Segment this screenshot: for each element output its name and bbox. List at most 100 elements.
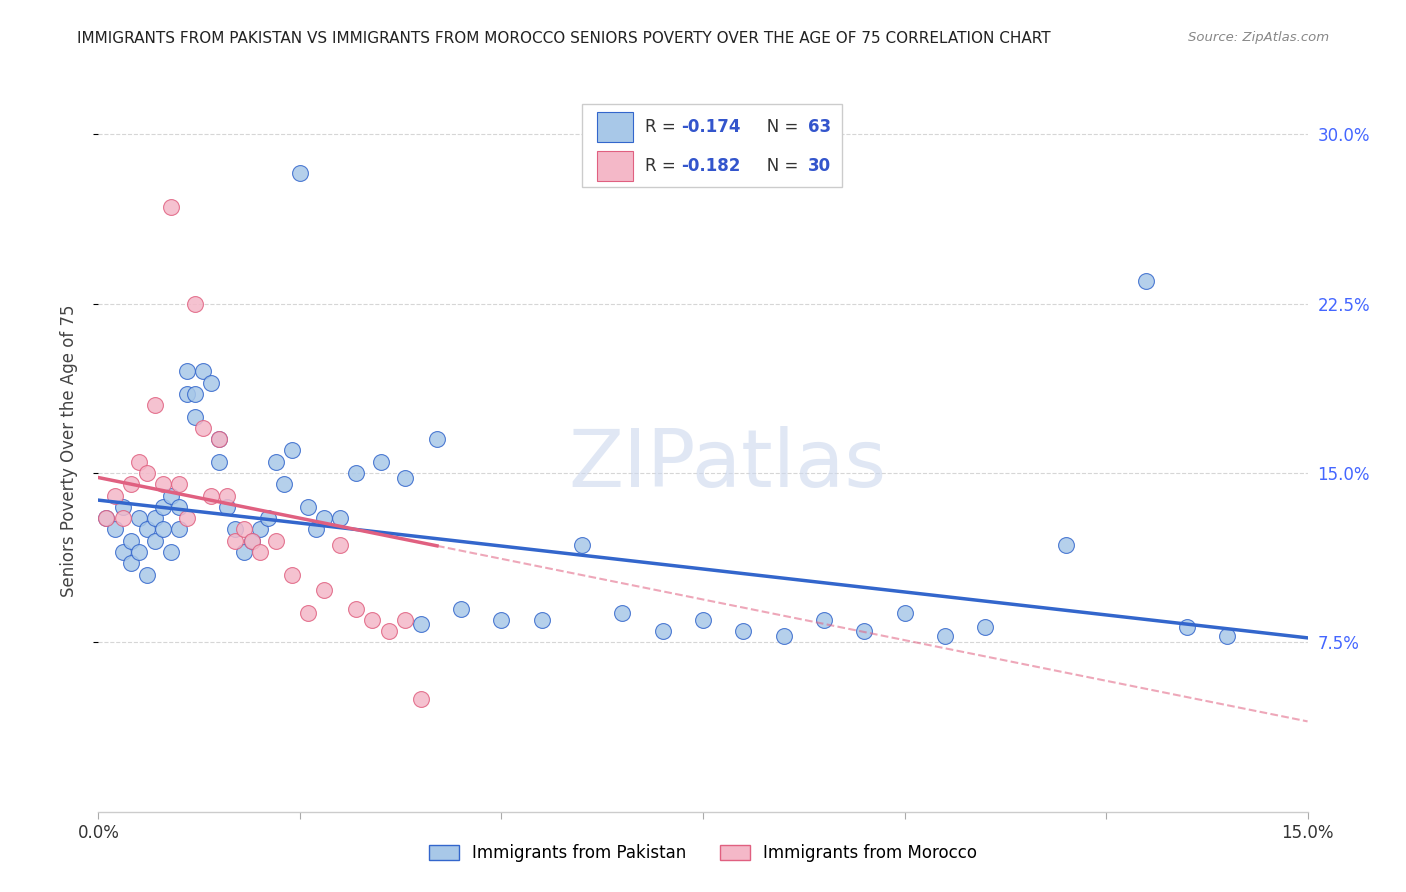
- Point: [160, 545, 183, 559]
- Point: [184, 387, 207, 401]
- Point: [160, 200, 183, 214]
- Point: [281, 443, 304, 458]
- Point: [167, 500, 190, 514]
- Point: [314, 583, 336, 598]
- Point: [370, 455, 392, 469]
- Text: -0.182: -0.182: [682, 157, 741, 175]
- Point: [208, 432, 231, 446]
- Point: [184, 409, 207, 424]
- Point: [450, 601, 472, 615]
- FancyBboxPatch shape: [596, 112, 633, 142]
- Point: [143, 511, 166, 525]
- Point: [377, 624, 399, 639]
- Point: [193, 364, 215, 378]
- Point: [120, 477, 142, 491]
- Point: [232, 523, 254, 537]
- Point: [208, 432, 231, 446]
- FancyBboxPatch shape: [596, 151, 633, 181]
- Point: [217, 500, 239, 514]
- Point: [240, 533, 263, 548]
- Point: [329, 511, 352, 525]
- Point: [232, 545, 254, 559]
- Point: [224, 533, 246, 548]
- Point: [692, 613, 714, 627]
- Point: [281, 567, 304, 582]
- Point: [224, 523, 246, 537]
- Point: [240, 533, 263, 548]
- Point: [96, 511, 118, 525]
- Point: [974, 619, 997, 633]
- Point: [491, 613, 513, 627]
- Text: 30: 30: [808, 157, 831, 175]
- Point: [934, 629, 956, 643]
- Point: [103, 523, 125, 537]
- Text: 63: 63: [808, 118, 831, 136]
- Point: [297, 500, 319, 514]
- Point: [314, 511, 336, 525]
- Point: [344, 466, 367, 480]
- Point: [176, 364, 198, 378]
- Point: [152, 523, 174, 537]
- Point: [651, 624, 673, 639]
- Text: N =: N =: [751, 157, 804, 175]
- Point: [135, 523, 157, 537]
- Point: [208, 455, 231, 469]
- Legend: Immigrants from Pakistan, Immigrants from Morocco: Immigrants from Pakistan, Immigrants fro…: [420, 836, 986, 871]
- Point: [193, 421, 215, 435]
- Point: [426, 432, 449, 446]
- Point: [111, 511, 134, 525]
- Text: Source: ZipAtlas.com: Source: ZipAtlas.com: [1188, 31, 1329, 45]
- Point: [305, 523, 328, 537]
- Point: [249, 545, 271, 559]
- Point: [853, 624, 876, 639]
- Point: [167, 477, 190, 491]
- Point: [893, 606, 915, 620]
- Point: [200, 489, 222, 503]
- Point: [288, 166, 311, 180]
- Point: [111, 545, 134, 559]
- Point: [409, 691, 432, 706]
- Point: [297, 606, 319, 620]
- Point: [256, 511, 278, 525]
- Point: [733, 624, 755, 639]
- Point: [128, 455, 150, 469]
- Point: [135, 567, 157, 582]
- Point: [160, 489, 183, 503]
- Point: [152, 500, 174, 514]
- Text: ZIPatlas: ZIPatlas: [568, 425, 886, 504]
- Point: [813, 613, 835, 627]
- Point: [167, 523, 190, 537]
- Point: [361, 613, 384, 627]
- Point: [152, 477, 174, 491]
- Point: [772, 629, 794, 643]
- Text: N =: N =: [751, 118, 804, 136]
- Point: [128, 511, 150, 525]
- Point: [135, 466, 157, 480]
- Text: IMMIGRANTS FROM PAKISTAN VS IMMIGRANTS FROM MOROCCO SENIORS POVERTY OVER THE AGE: IMMIGRANTS FROM PAKISTAN VS IMMIGRANTS F…: [77, 31, 1050, 46]
- Point: [120, 557, 142, 571]
- Point: [1175, 619, 1198, 633]
- Point: [96, 511, 118, 525]
- Point: [344, 601, 367, 615]
- Point: [249, 523, 271, 537]
- FancyBboxPatch shape: [582, 103, 842, 186]
- Point: [273, 477, 295, 491]
- Point: [394, 470, 416, 484]
- Point: [176, 511, 198, 525]
- Point: [264, 533, 287, 548]
- Point: [329, 538, 352, 552]
- Text: R =: R =: [645, 118, 681, 136]
- Point: [176, 387, 198, 401]
- Point: [143, 398, 166, 412]
- Point: [111, 500, 134, 514]
- Point: [571, 538, 593, 552]
- Point: [184, 296, 207, 310]
- Point: [103, 489, 125, 503]
- Point: [143, 533, 166, 548]
- Point: [1135, 274, 1157, 288]
- Text: R =: R =: [645, 157, 681, 175]
- Point: [1216, 629, 1239, 643]
- Point: [530, 613, 553, 627]
- Point: [1054, 538, 1077, 552]
- Point: [128, 545, 150, 559]
